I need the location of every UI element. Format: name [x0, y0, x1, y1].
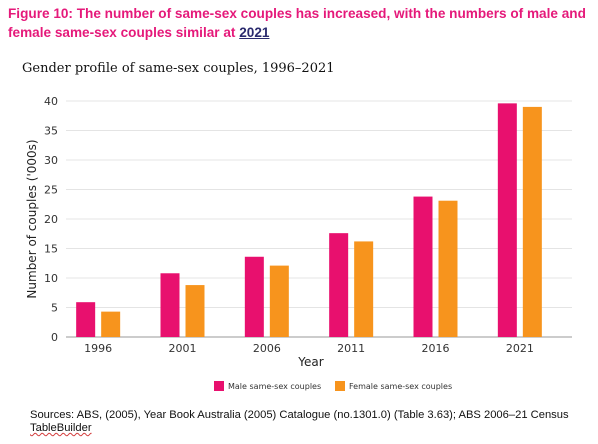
- x-axis-ticks: 1996 2001 2006 2011 2016 2021: [84, 342, 534, 355]
- bar-female-2001: [185, 285, 205, 337]
- figure-title-text: Figure 10: The number of same-sex couple…: [8, 6, 586, 40]
- y-tick-label: 25: [44, 184, 58, 197]
- legend-label-male: Male same-sex couples: [228, 382, 321, 391]
- source-tablebuilder: TableBuilder: [30, 422, 92, 434]
- chart-subtitle: Gender profile of same-sex couples, 1996…: [22, 61, 335, 76]
- legend: Male same-sex couples Female same-sex cou…: [214, 381, 452, 391]
- y-tick-label: 0: [51, 331, 58, 344]
- bar-female-1996: [101, 311, 121, 337]
- gridlines: [66, 100, 572, 338]
- x-tick-label: 2001: [169, 342, 197, 355]
- bar-male-2001: [160, 273, 180, 337]
- bar-male-2006: [244, 256, 264, 337]
- y-tick-label: 15: [44, 243, 58, 256]
- x-tick-label: 2006: [253, 342, 281, 355]
- bar-female-2011: [354, 241, 374, 337]
- y-tick-label: 20: [44, 213, 58, 226]
- figure-title: Figure 10: The number of same-sex couple…: [8, 4, 593, 42]
- legend-swatch-male: [214, 381, 224, 391]
- y-axis-title: Number of couples ('000s): [25, 139, 39, 298]
- figure-title-year: 2021: [239, 25, 270, 40]
- x-tick-label: 2016: [422, 342, 450, 355]
- bar-chart: 0 5 10 15 20 25 30 35 40 1996 2001 2006 2011 2016 202…: [25, 95, 572, 391]
- source-note: Sources: ABS, (2005), Year Book Australi…: [30, 409, 585, 435]
- x-tick-label: 1996: [84, 342, 112, 355]
- bar-female-2006: [269, 265, 289, 337]
- bar-male-2021: [497, 103, 517, 337]
- x-axis-title: Year: [297, 355, 323, 369]
- x-tick-label: 2021: [506, 342, 534, 355]
- bars: [76, 103, 542, 338]
- y-tick-label: 5: [51, 302, 58, 315]
- y-tick-label: 30: [44, 154, 58, 167]
- bar-female-2016: [438, 200, 458, 337]
- y-tick-label: 35: [44, 125, 58, 138]
- bar-female-2021: [522, 106, 542, 338]
- bar-male-2016: [413, 196, 433, 337]
- source-text: Sources: ABS, (2005), Year Book Australi…: [30, 409, 569, 421]
- y-tick-label: 40: [44, 95, 58, 108]
- x-tick-label: 2011: [337, 342, 365, 355]
- bar-male-2011: [329, 233, 349, 337]
- bar-male-1996: [76, 302, 96, 337]
- y-tick-label: 10: [44, 272, 58, 285]
- legend-swatch-female: [335, 381, 345, 391]
- y-axis-ticks: 0 5 10 15 20 25 30 35 40: [44, 95, 58, 344]
- legend-label-female: Female same-sex couples: [349, 382, 452, 391]
